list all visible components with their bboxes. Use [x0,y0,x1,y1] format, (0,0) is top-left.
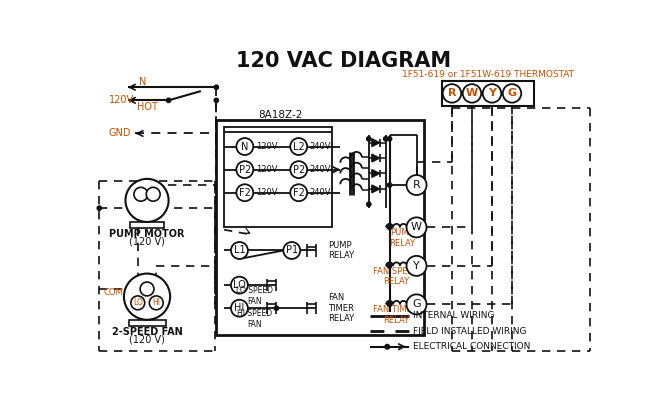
Text: HI: HI [152,298,160,308]
Text: LO SPEED
FAN: LO SPEED FAN [237,286,273,305]
Text: (120 V): (120 V) [129,236,165,246]
Text: L1: L1 [234,246,245,256]
Text: N: N [139,77,147,87]
Text: G: G [507,88,517,98]
Circle shape [125,179,169,222]
Circle shape [97,206,101,210]
Bar [224,127,332,228]
Text: L2: L2 [293,142,305,152]
Text: 120 VAC DIAGRAM: 120 VAC DIAGRAM [236,51,451,71]
Circle shape [366,137,371,141]
Circle shape [140,282,154,296]
Circle shape [387,183,392,187]
Text: FAN TIMER
RELAY: FAN TIMER RELAY [373,305,418,325]
Text: LO: LO [133,298,143,308]
Circle shape [134,187,148,201]
Circle shape [231,300,248,317]
Circle shape [407,295,427,314]
Bar [442,81,535,106]
Circle shape [383,137,388,141]
Text: FAN
TIMER
RELAY: FAN TIMER RELAY [328,293,354,323]
Circle shape [366,202,371,207]
Text: 8A18Z-2: 8A18Z-2 [259,110,303,120]
Circle shape [290,184,307,201]
Circle shape [237,138,253,155]
Circle shape [231,242,248,259]
Text: 120V: 120V [255,188,277,197]
Circle shape [385,344,389,349]
Text: F2: F2 [239,188,251,198]
Text: W: W [466,88,478,98]
Text: R: R [448,88,456,98]
Circle shape [146,187,160,201]
Text: 120V: 120V [255,142,277,151]
Text: P2: P2 [293,165,305,175]
Circle shape [214,98,218,103]
Polygon shape [372,185,380,193]
Circle shape [387,302,392,307]
Text: F2: F2 [293,188,305,198]
Circle shape [387,137,392,141]
Polygon shape [372,139,380,147]
Circle shape [407,217,427,238]
Circle shape [237,184,253,201]
Circle shape [502,84,521,103]
Text: 120V: 120V [109,96,133,105]
Text: Y: Y [488,88,496,98]
Circle shape [283,242,300,259]
Text: 240V: 240V [310,188,331,197]
Circle shape [124,274,170,320]
Text: COM: COM [103,288,123,297]
Circle shape [387,225,392,230]
Bar [130,222,164,228]
Text: HI SPEED
FAN: HI SPEED FAN [237,309,273,329]
Text: G: G [412,300,421,309]
Text: P2: P2 [239,165,251,175]
Circle shape [214,85,218,89]
Text: W: W [411,222,422,233]
Text: P1: P1 [285,246,298,256]
Polygon shape [372,170,380,177]
Text: 120V: 120V [255,165,277,174]
Text: 1F51-619 or 1F51W-619 THERMOSTAT: 1F51-619 or 1F51W-619 THERMOSTAT [402,70,574,80]
Circle shape [237,161,253,178]
Text: LO: LO [233,280,246,290]
Text: 240V: 240V [310,165,331,174]
Text: 2-SPEED FAN: 2-SPEED FAN [112,327,182,337]
Text: ELECTRICAL CONNECTION: ELECTRICAL CONNECTION [413,342,530,351]
Circle shape [166,98,171,103]
Text: INTERNAL WIRING: INTERNAL WIRING [413,311,494,321]
Circle shape [463,84,481,103]
Circle shape [407,175,427,195]
Text: HOT: HOT [137,102,157,112]
Circle shape [407,256,427,276]
Bar [129,320,165,326]
Text: Y: Y [413,261,420,271]
Circle shape [290,138,307,155]
Circle shape [149,296,163,310]
Circle shape [131,296,145,310]
Text: PUMP
RELAY: PUMP RELAY [328,241,354,260]
Circle shape [274,306,279,310]
Circle shape [387,264,392,268]
Bar [216,119,424,335]
Polygon shape [372,154,380,162]
Text: GND: GND [109,129,131,138]
Text: N: N [241,142,249,152]
Text: R: R [413,180,420,190]
Text: PUMP MOTOR: PUMP MOTOR [109,229,185,239]
Circle shape [483,84,501,103]
Text: (120 V): (120 V) [129,334,165,344]
Circle shape [290,161,307,178]
Text: HI: HI [234,303,245,313]
Text: FIELD INSTALLED WIRING: FIELD INSTALLED WIRING [413,327,526,336]
Text: PUMP
RELAY: PUMP RELAY [389,228,415,248]
Circle shape [443,84,461,103]
Circle shape [231,277,248,294]
Text: 240V: 240V [310,142,331,151]
Text: FAN SPEED
RELAY: FAN SPEED RELAY [373,267,419,286]
